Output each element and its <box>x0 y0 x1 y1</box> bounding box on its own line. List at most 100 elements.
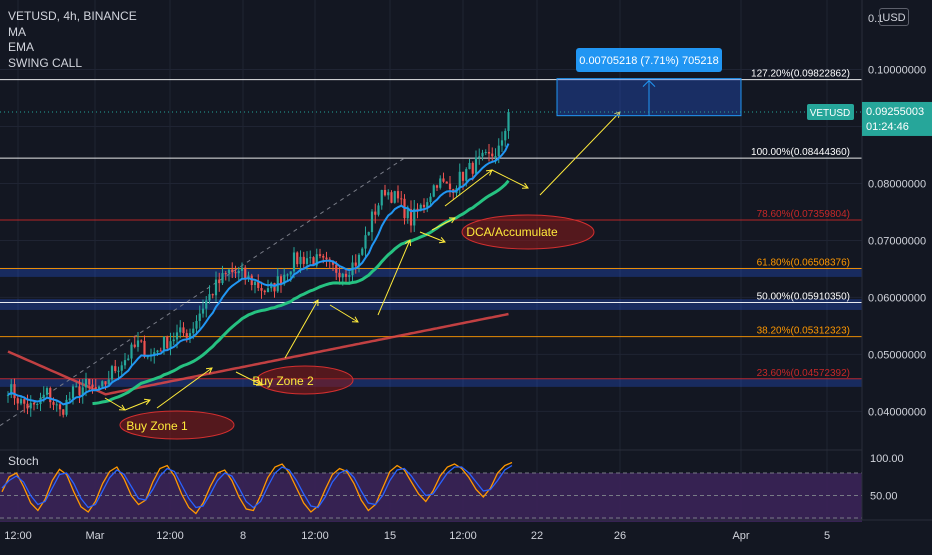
candle-body <box>201 308 205 314</box>
candle-body <box>214 279 218 296</box>
symbol-badge-text: VETUSD <box>810 108 851 119</box>
candle-body <box>305 258 309 264</box>
candle-body <box>380 189 383 206</box>
candle-body <box>188 333 192 338</box>
arrow-shaft <box>284 299 319 359</box>
arrow-head <box>143 398 151 405</box>
arrow-shaft <box>329 304 359 323</box>
candle-body <box>120 365 123 371</box>
candle-body <box>266 288 270 293</box>
candle-body <box>507 111 510 131</box>
candle-body <box>413 208 416 226</box>
candle-body <box>393 191 396 203</box>
candle-body <box>224 273 227 275</box>
candle-body <box>140 340 143 342</box>
legend-ema[interactable]: EMA <box>8 40 35 54</box>
candle-body <box>231 269 234 273</box>
candle-body <box>88 378 91 385</box>
candle-body <box>52 402 55 405</box>
fib-label: 23.60%(0.04572392) <box>757 368 850 379</box>
candle-body <box>195 320 198 329</box>
candle-body <box>458 171 461 189</box>
candle-body <box>23 399 26 404</box>
candle-body <box>68 398 71 400</box>
candle-body <box>123 360 127 366</box>
candle-body <box>289 271 292 275</box>
legend-swing-call[interactable]: SWING CALL <box>8 55 83 70</box>
candle-body <box>442 178 445 182</box>
candle-body <box>263 290 266 293</box>
candle-body <box>13 384 16 399</box>
arrow-head <box>404 239 412 247</box>
candle-body <box>322 255 325 258</box>
candle-body <box>234 272 237 274</box>
candle-body <box>348 275 351 277</box>
y-tick-label: 0.10000000 <box>868 65 926 77</box>
candle-body <box>153 352 156 355</box>
legend-ma[interactable]: MA <box>8 24 26 39</box>
candle-body <box>396 191 400 199</box>
candle-body <box>400 198 403 200</box>
currency-button[interactable]: USD <box>879 8 909 26</box>
candle-body <box>497 145 500 157</box>
candle-body <box>29 403 32 409</box>
candle-body <box>208 294 211 301</box>
candle-body <box>409 209 413 226</box>
candle-body <box>97 386 101 391</box>
arrow-head <box>351 316 359 323</box>
candle-body <box>78 386 81 396</box>
candle-body <box>491 153 494 157</box>
arrow-head <box>438 237 446 244</box>
candle-body <box>55 404 58 406</box>
arrow-head <box>312 299 319 307</box>
annotation-ellipse <box>119 410 235 440</box>
candle-body <box>172 339 175 342</box>
candle-body <box>478 156 481 158</box>
candle-body <box>49 388 52 403</box>
y-tick-label: 0.08000000 <box>868 178 926 190</box>
candle-body <box>325 257 328 260</box>
candle-body <box>364 235 367 249</box>
candle-body <box>318 254 322 256</box>
candle-body <box>205 300 208 309</box>
candle-body <box>426 202 429 208</box>
candle-body <box>292 252 296 272</box>
candle-body <box>494 156 497 158</box>
candle-body <box>484 152 487 154</box>
candle-body <box>253 281 257 286</box>
candle-body <box>162 336 166 352</box>
candle-body <box>117 370 120 372</box>
candle-body <box>387 192 390 196</box>
candle-body <box>221 273 224 284</box>
candle-body <box>341 273 344 278</box>
x-tick-label: 12:00 <box>4 530 32 542</box>
measure-label-bg <box>576 48 722 72</box>
candle-body <box>504 130 507 141</box>
ema-fast-line <box>7 143 510 406</box>
candle-body <box>419 204 422 211</box>
candle-body <box>114 366 117 372</box>
candle-body <box>429 196 432 203</box>
candle-body <box>279 276 283 285</box>
candle-body <box>237 270 240 274</box>
candle-body <box>91 384 94 388</box>
candle-body <box>367 232 370 236</box>
fib-label: 100.00%(0.08444360) <box>751 147 850 158</box>
candle-body <box>133 344 136 347</box>
measure-arrow-head <box>642 79 656 87</box>
stoch-d-line <box>1 464 513 509</box>
stoch-tick-label: 100.00 <box>870 453 904 465</box>
x-tick-label: 5 <box>824 530 830 542</box>
candle-body <box>19 399 23 404</box>
arrow-head <box>448 217 456 224</box>
annotation-label: Buy Zone 2 <box>252 374 314 388</box>
candle-body <box>36 403 39 405</box>
candle-body <box>312 257 315 266</box>
candle-body <box>156 350 159 353</box>
candle-body <box>107 379 110 385</box>
candle-body <box>62 409 65 415</box>
candle-body <box>461 171 465 181</box>
candle-body <box>81 387 84 396</box>
